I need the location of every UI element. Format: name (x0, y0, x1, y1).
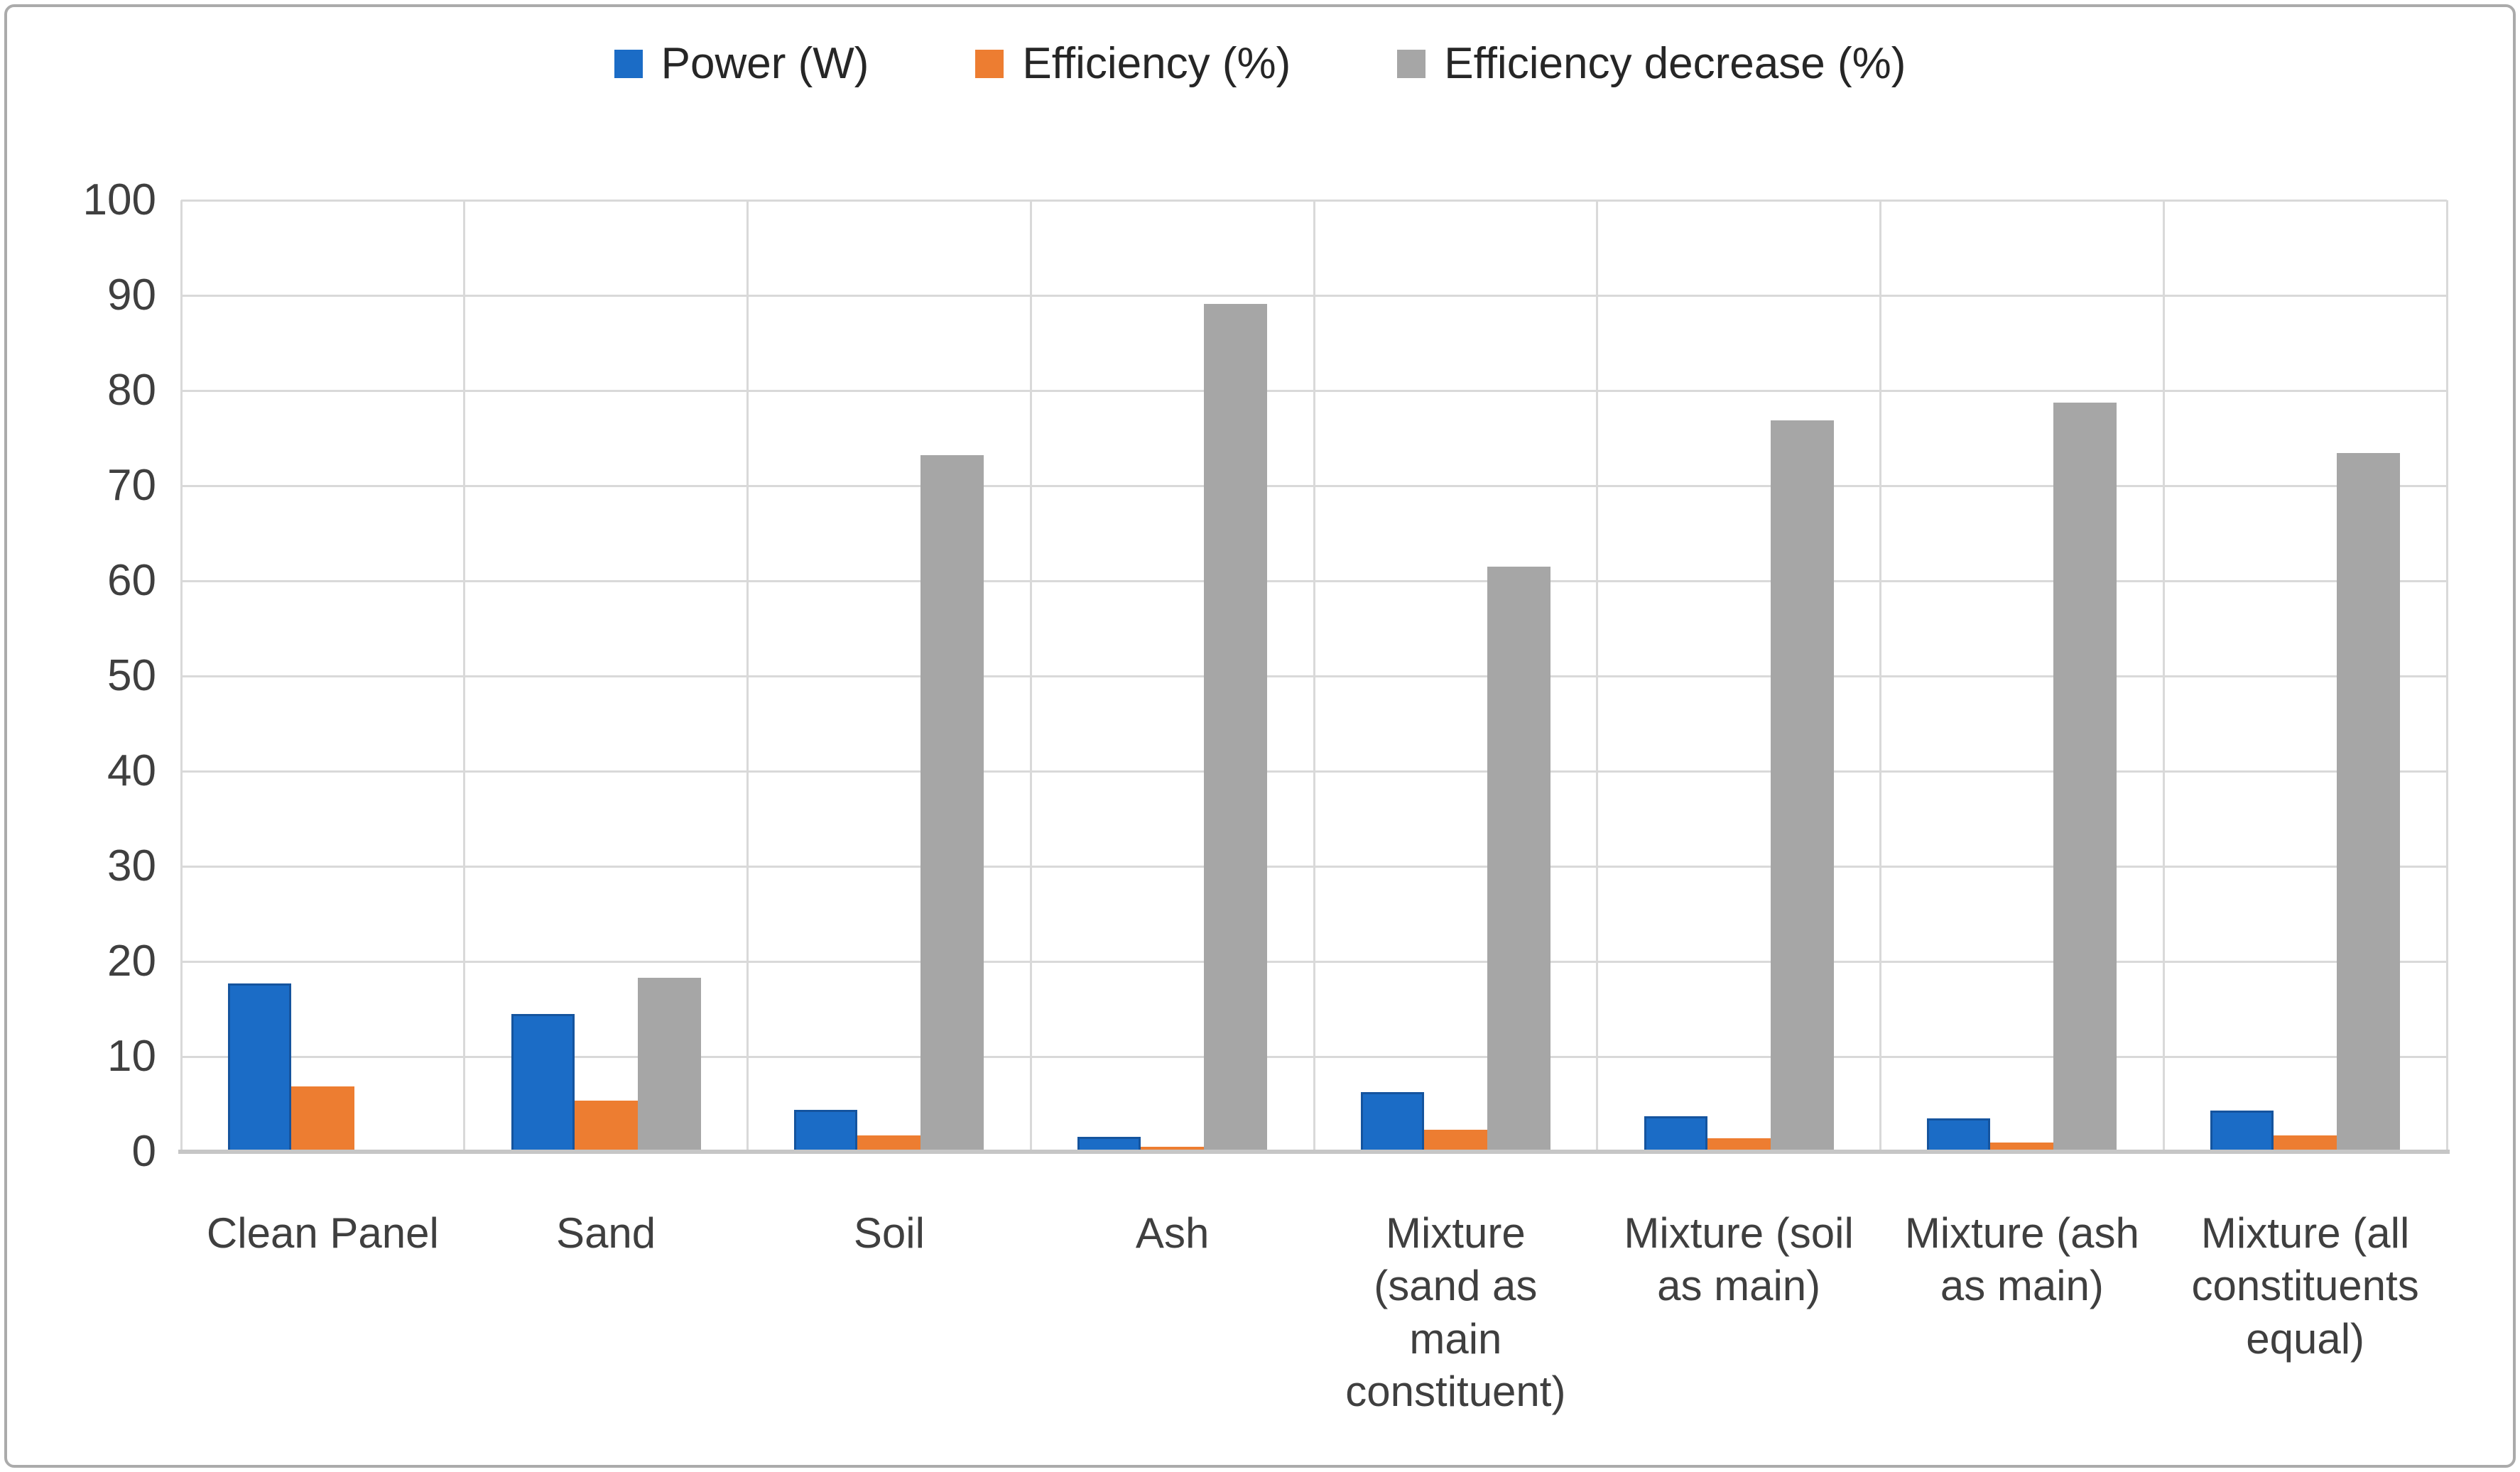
gridline-h-50 (181, 675, 2447, 677)
gridline-h-20 (181, 960, 2447, 963)
bar-efficiency-decrease (1487, 566, 1550, 1152)
legend-item-efficiency-decrease: Efficiency decrease (%) (1397, 38, 1906, 89)
legend-label-efficiency: Efficiency (%) (1022, 39, 1291, 88)
x-category-label-2: Sand (556, 1209, 656, 1257)
bar-efficiency (1990, 1142, 2054, 1152)
figure-frame: Power (W) Efficiency (%) Efficiency decr… (4, 4, 2516, 1468)
y-tick-label-60: 60 (107, 556, 156, 605)
bar-power-w (511, 1013, 575, 1152)
bar-group-7 (1881, 200, 2164, 1152)
bar-efficiency-decrease (1770, 420, 1834, 1152)
bar-power-w (1077, 1136, 1141, 1152)
bar-group-5 (1314, 200, 1597, 1152)
gridline-h-60 (181, 579, 2447, 582)
x-axis-category-labels: Clean Panel Sand Soil Ash Mixture (sand as m… (181, 1207, 2447, 1419)
bar-power-w (1644, 1116, 1707, 1152)
bar-power-w (227, 983, 291, 1152)
x-category-label-7: Mixture (ash as main) (1904, 1209, 2139, 1310)
x-category-label-1: Clean Panel (206, 1209, 439, 1257)
bar-group-1 (181, 200, 465, 1152)
y-tick-label-80: 80 (107, 366, 156, 415)
bar-efficiency-decrease (2337, 453, 2401, 1152)
bar-efficiency-decrease (2053, 403, 2117, 1152)
y-tick-label-40: 40 (107, 746, 156, 795)
bar-efficiency (574, 1100, 638, 1152)
bar-efficiency (290, 1086, 354, 1152)
gridline-v-8 (2445, 200, 2448, 1152)
plot-area (178, 199, 2450, 1154)
y-tick-label-0: 0 (131, 1127, 156, 1176)
legend-label-efficiency-decrease: Efficiency decrease (%) (1444, 39, 1906, 88)
bar-group-6 (1597, 200, 1881, 1152)
bar-power-w (2210, 1111, 2274, 1152)
legend-label-power: Power (W) (661, 39, 869, 88)
x-category-label-4: Ash (1135, 1209, 1210, 1257)
bar-power-w (1927, 1118, 1991, 1152)
x-category-label-8: Mixture (all constituents equal) (2191, 1209, 2419, 1363)
y-tick-label-100: 100 (82, 175, 156, 224)
bar-group-2 (465, 200, 748, 1152)
bar-power-w (794, 1110, 858, 1152)
gridline-h-90 (181, 294, 2447, 297)
bar-efficiency-decrease (920, 455, 984, 1152)
legend-swatch-power-icon (614, 49, 643, 78)
bar-power-w (1360, 1091, 1424, 1152)
y-tick-label-30: 30 (107, 841, 156, 890)
bar-efficiency (2274, 1135, 2337, 1152)
x-category-label-3: Soil (853, 1209, 925, 1257)
gridline-h-80 (181, 389, 2447, 392)
bar-efficiency (1141, 1147, 1205, 1152)
bar-group-3 (748, 200, 1031, 1152)
bar-efficiency (1423, 1130, 1487, 1152)
x-category-label-6: Mixture (soil as main) (1624, 1209, 1854, 1310)
legend-item-power: Power (W) (614, 38, 869, 89)
legend-item-efficiency: Efficiency (%) (975, 38, 1291, 89)
x-axis-line (178, 1150, 2450, 1154)
gridline-h-100 (181, 199, 2447, 202)
bar-efficiency (1707, 1138, 1771, 1152)
bar-group-4 (1031, 200, 1314, 1152)
legend-swatch-efficiency-icon (975, 49, 1004, 78)
gridline-h-40 (181, 770, 2447, 773)
y-tick-label-90: 90 (107, 271, 156, 320)
y-tick-label-50: 50 (107, 651, 156, 700)
bar-groups (181, 200, 2447, 1152)
y-axis-tick-labels: 0 10 20 30 40 50 60 70 80 90 100 (36, 178, 156, 1174)
gridline-h-10 (181, 1055, 2447, 1058)
x-category-label-5: Mixture (sand as main constituent) (1345, 1209, 1566, 1416)
bar-efficiency-decrease (637, 977, 701, 1152)
y-tick-label-10: 10 (107, 1032, 156, 1081)
bar-efficiency-decrease (1204, 304, 1268, 1152)
gridline-h-30 (181, 865, 2447, 868)
bar-group-8 (2163, 200, 2447, 1152)
bar-efficiency (857, 1135, 921, 1152)
gridline-h-70 (181, 484, 2447, 487)
y-tick-label-20: 20 (107, 937, 156, 986)
y-tick-label-70: 70 (107, 461, 156, 510)
legend-swatch-efficiency-decrease-icon (1397, 49, 1426, 78)
chart-legend: Power (W) Efficiency (%) Efficiency decr… (7, 38, 2513, 89)
